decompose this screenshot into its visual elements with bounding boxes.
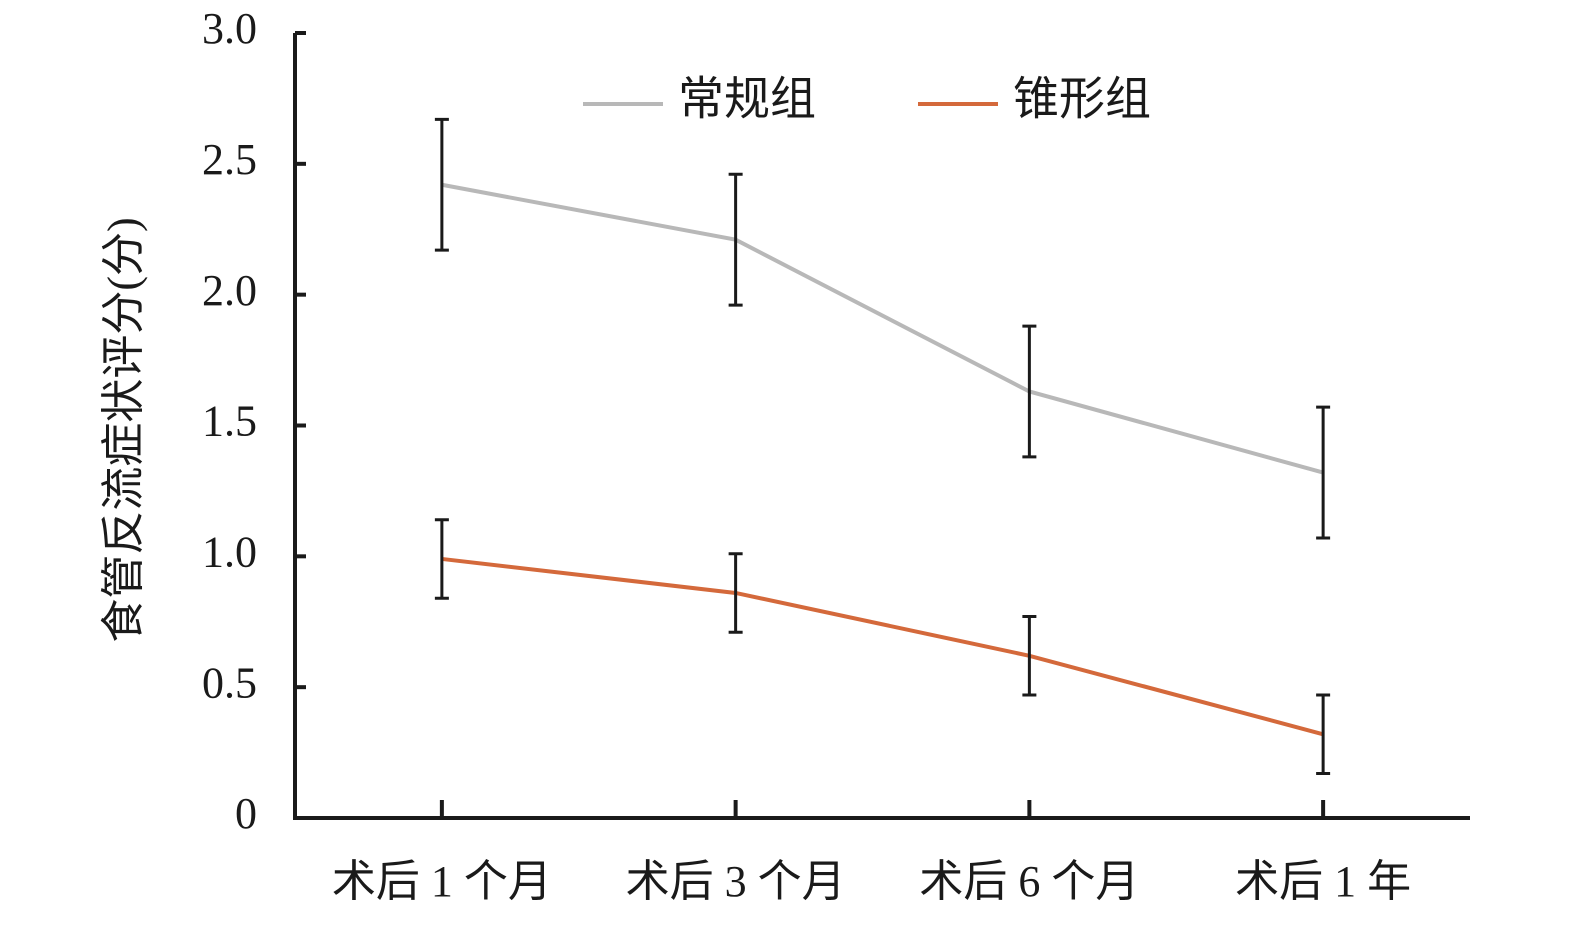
x-tick-label: 术后 1 年: [1235, 857, 1411, 906]
legend-label: 常规组: [678, 74, 816, 125]
y-tick-label: 2.0: [202, 266, 257, 315]
error-bar: [728, 552, 743, 634]
series-line: [441, 556, 1324, 737]
y-tick-label: 3.0: [202, 4, 257, 53]
error-bar: [1022, 324, 1037, 459]
error-bar: [1316, 405, 1331, 540]
y-tick-label: 1.5: [202, 397, 257, 446]
error-bar: [1316, 693, 1331, 776]
y-tick-label: 0.5: [202, 658, 257, 707]
x-tick-label: 术后 1 个月: [332, 857, 552, 906]
x-tick-label: 术后 6 个月: [919, 857, 1139, 906]
error-bar: [1022, 615, 1037, 697]
x-tick-label: 术后 3 个月: [626, 857, 846, 906]
error-bar: [434, 117, 449, 252]
error-bar: [728, 172, 743, 307]
error-bar: [434, 518, 449, 600]
y-axis-label: 食管反流症状评分(分): [99, 217, 148, 642]
series-line: [441, 182, 1324, 475]
y-tick-label: 1.0: [202, 527, 257, 576]
y-tick-label: 0: [235, 789, 257, 838]
y-tick-label: 2.5: [202, 135, 257, 184]
legend-label: 锥形组: [1013, 74, 1151, 125]
